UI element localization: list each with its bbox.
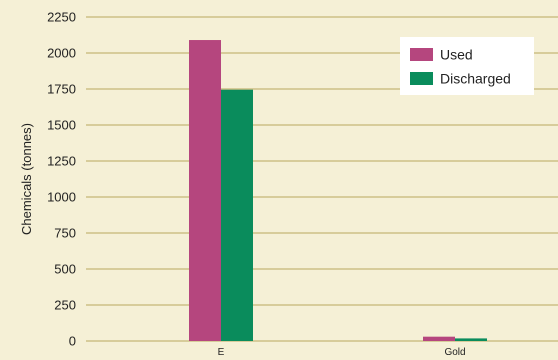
y-axis: 0 250 500 750 1000 1250 1500 1750 2000 2250 (47, 10, 76, 349)
y-tick-label: 2000 (47, 46, 76, 61)
y-tick-label: 0 (69, 334, 76, 349)
y-tick-label: 1750 (47, 82, 76, 97)
y-tick-label: 1000 (47, 190, 76, 205)
legend-swatch-used (410, 48, 433, 61)
legend-swatch-discharged (410, 72, 433, 85)
bar-discharged-gold (455, 338, 487, 341)
y-tick-label: 500 (54, 262, 76, 277)
y-tick-label: 2250 (47, 10, 76, 25)
legend-box (400, 37, 534, 95)
y-tick-label: 250 (54, 298, 76, 313)
gridlines (86, 16, 558, 342)
y-axis-title: Chemicals (tonnes) (19, 123, 34, 235)
legend-label-discharged: Discharged (440, 71, 511, 87)
x-axis: E Gold (218, 347, 466, 358)
y-tick-label: 1250 (47, 154, 76, 169)
bar-used-gold (423, 336, 455, 341)
legend: Used Discharged (400, 37, 534, 95)
y-tick-label: 1500 (47, 118, 76, 133)
bar-discharged-e (221, 89, 253, 341)
bar-used-e (189, 40, 221, 341)
x-tick-label: Gold (444, 347, 465, 358)
bars (189, 40, 487, 341)
legend-label-used: Used (440, 47, 473, 63)
y-tick-label: 750 (54, 226, 76, 241)
x-tick-label: E (218, 347, 225, 358)
